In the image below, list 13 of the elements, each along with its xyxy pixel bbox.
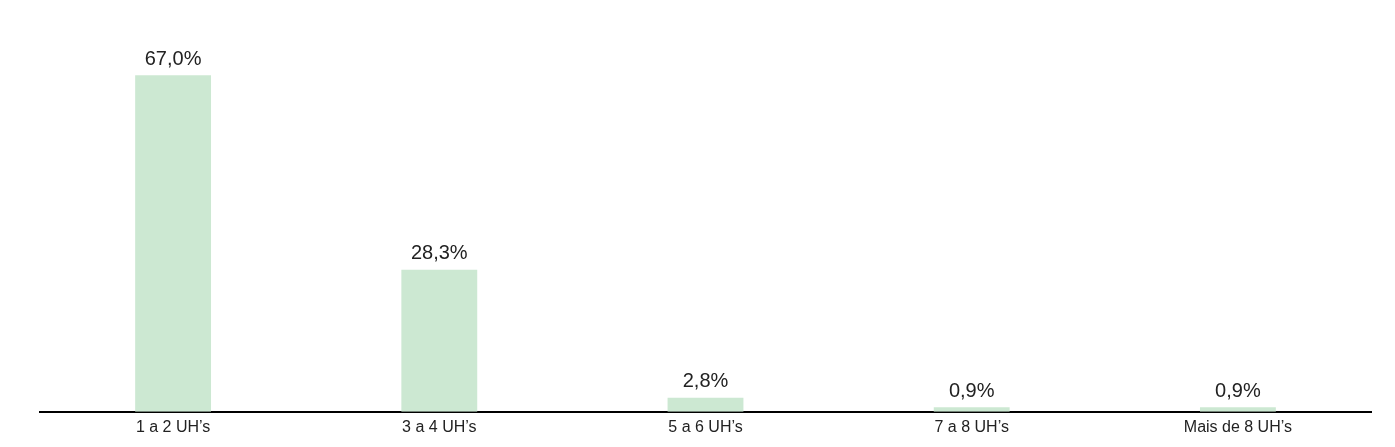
bar [135, 75, 212, 412]
x-tick-label: 1 a 2 UH’s [135, 417, 211, 435]
x-tick-label: 7 a 8 UH’s [934, 417, 1009, 435]
data-label: 0,9% [1215, 378, 1261, 401]
data-label: 67,0% [144, 46, 202, 69]
x-tick-label: 3 a 4 UH’s [402, 417, 477, 435]
bar [401, 269, 478, 412]
bar [667, 397, 744, 412]
x-tick-label: Mais de 8 UH’s [1183, 417, 1292, 435]
data-label: 2,8% [682, 369, 729, 392]
data-label: 28,3% [410, 241, 468, 264]
data-label: 0,9% [948, 378, 995, 401]
x-tick-label: 5 a 6 UH’s [668, 417, 743, 435]
